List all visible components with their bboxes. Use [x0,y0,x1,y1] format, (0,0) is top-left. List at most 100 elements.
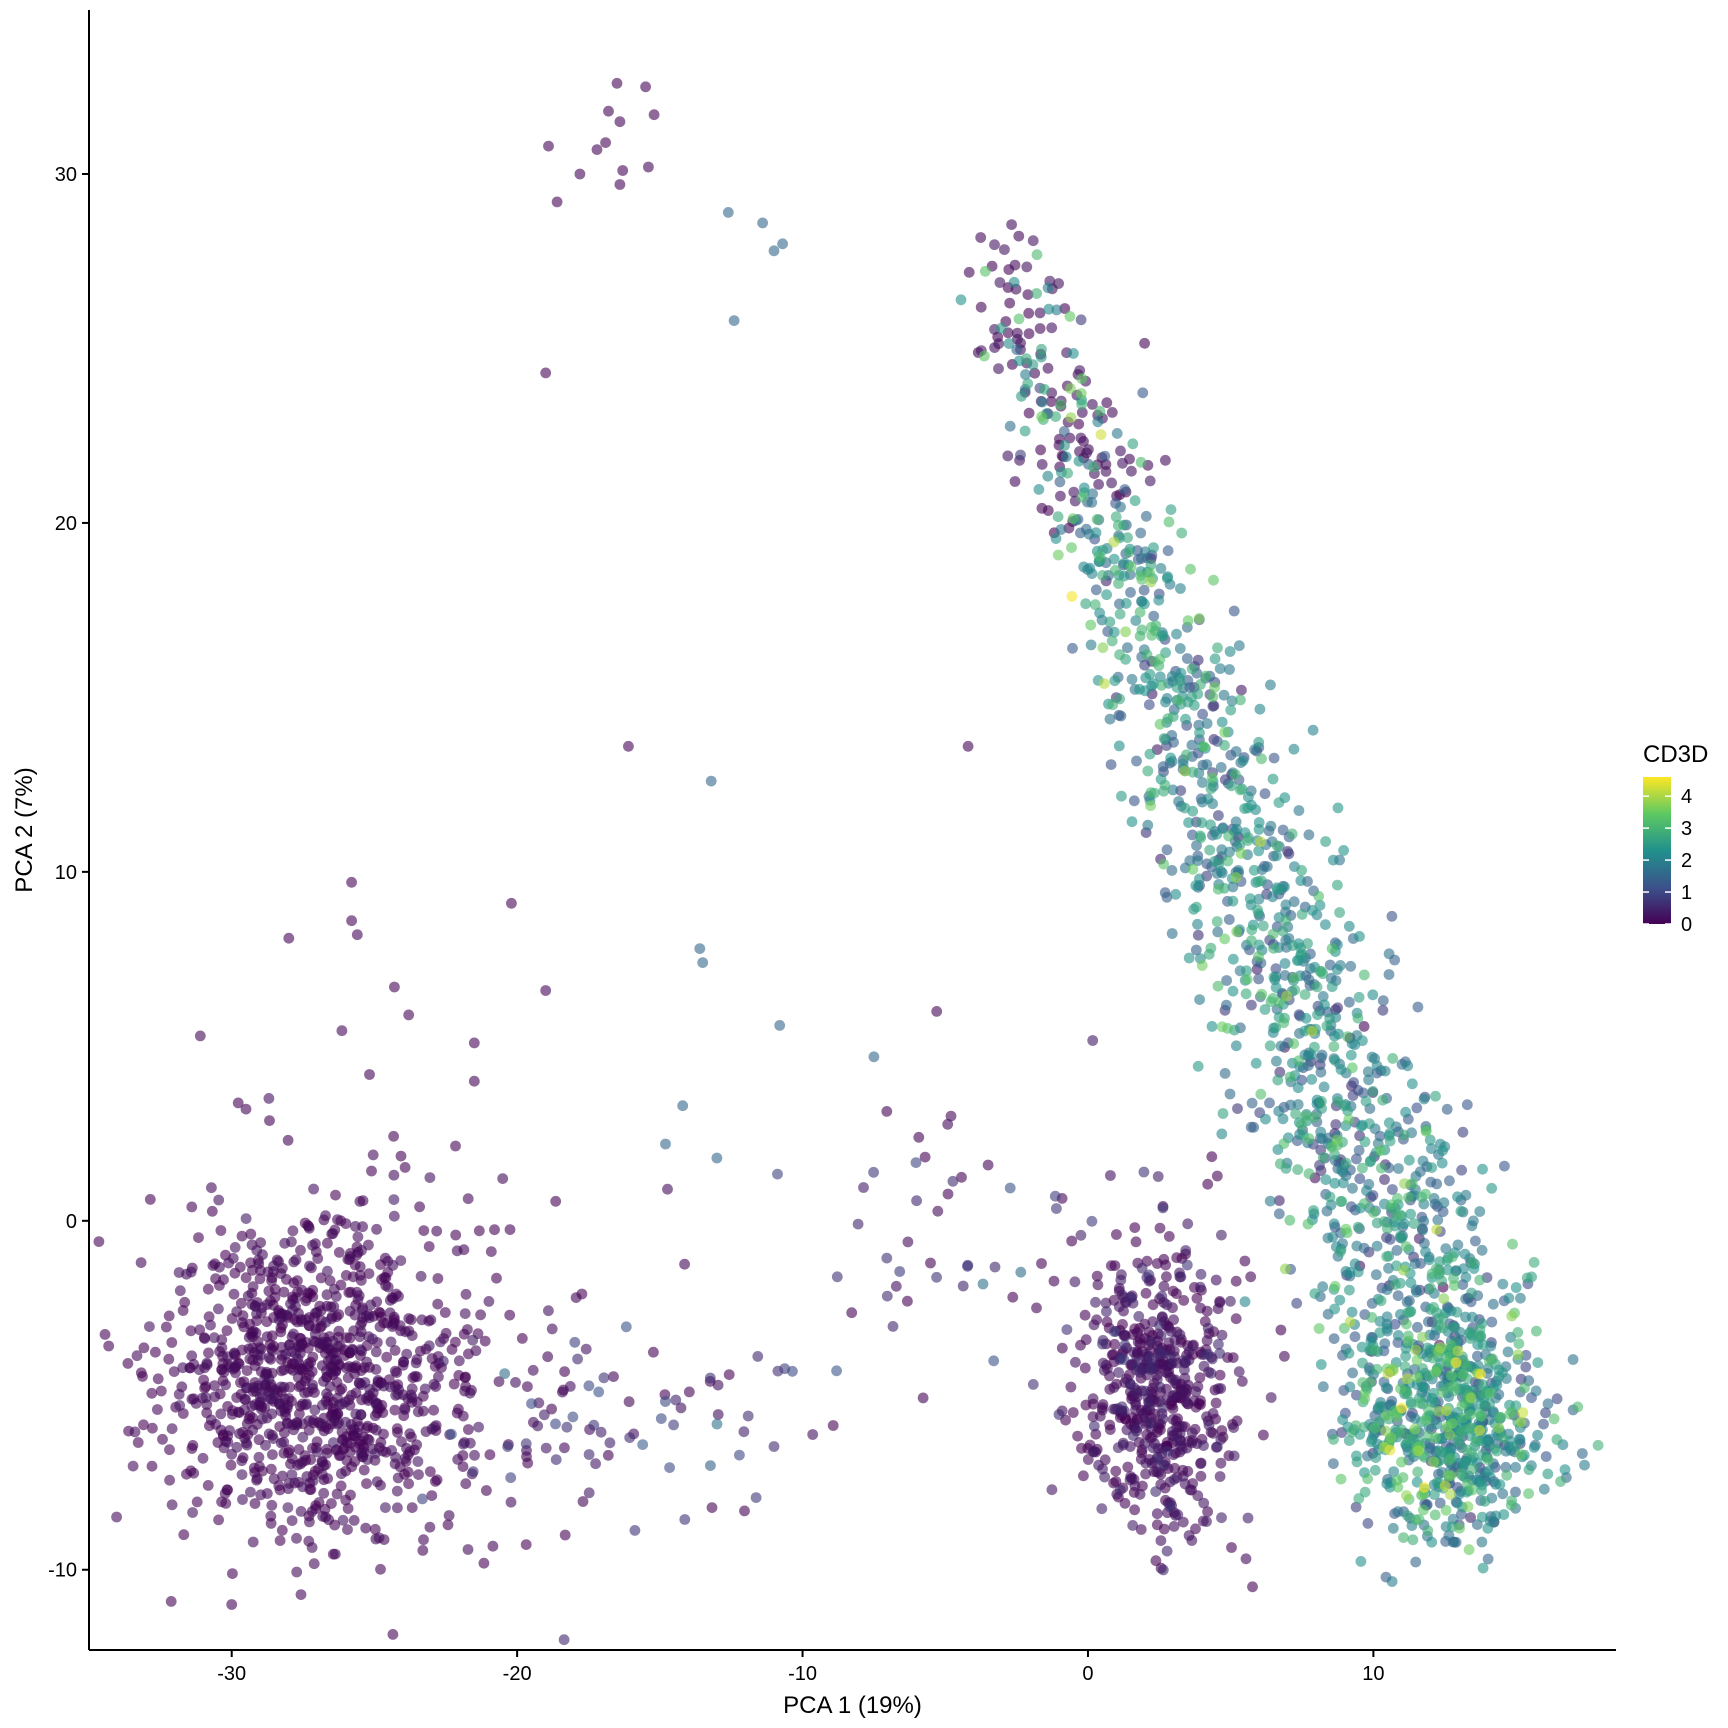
scatter-point [1076,491,1088,503]
scatter-point [894,1266,906,1277]
scatter-point [1160,454,1171,466]
scatter-point [320,1210,331,1222]
scatter-point [1446,1370,1457,1381]
scatter-point [1352,1266,1364,1278]
scatter-point [1125,587,1136,598]
scatter-point [360,1522,372,1534]
scatter-point [1477,1562,1489,1574]
scatter-point [203,1311,215,1323]
scatter-point [1265,820,1277,832]
scatter-point [303,1415,315,1427]
scatter-point [1116,1289,1128,1301]
scatter-point [1219,1068,1231,1079]
scatter-point [1093,550,1105,562]
scatter-point [1204,844,1216,856]
scatter-point [1080,598,1092,610]
scatter-point [99,1329,111,1340]
scatter-point [387,1629,399,1640]
scatter-point [1181,749,1192,761]
x-tick-label: -30 [217,1663,246,1685]
scatter-point [1401,1296,1413,1308]
scatter-point [1472,1350,1483,1362]
scatter-point [1046,1484,1058,1496]
scatter-point [329,1548,341,1560]
scatter-point [1486,1182,1498,1194]
scatter-point [437,1355,449,1367]
scatter-point [370,1346,382,1358]
scatter-point [1144,567,1156,579]
scatter-point [432,1298,444,1310]
scatter-point [1129,1504,1140,1516]
scatter-point [279,1237,291,1249]
scatter-point [1475,1410,1487,1422]
scatter-point [1075,1229,1087,1241]
scatter-point [546,1323,558,1335]
scatter-point [1519,1382,1530,1394]
scatter-point [1209,653,1221,665]
scatter-point [1019,425,1031,437]
scatter-point [1114,649,1125,661]
scatter-point [389,981,400,993]
scatter-point [1236,684,1247,696]
scatter-point [253,1451,265,1463]
scatter-point [1142,765,1154,777]
scatter-point [1402,1510,1413,1521]
scatter-point [177,1362,189,1374]
scatter-point [460,1288,472,1300]
scatter-point [1023,307,1035,319]
scatter-point [1053,278,1064,289]
scatter-point [1315,1126,1327,1138]
scatter-point [1154,1222,1166,1234]
scatter-point [1370,1452,1382,1463]
scatter-point [1365,1436,1377,1448]
scatter-point [1307,724,1319,736]
scatter-point [1112,520,1124,531]
scatter-point [1465,1422,1476,1434]
scatter-point [1438,1197,1450,1209]
scatter-point [1034,323,1046,334]
scatter-point [417,1545,429,1556]
scatter-point [1431,1224,1443,1235]
scatter-point [1142,819,1154,831]
scatter-point [1515,1416,1527,1428]
scatter-point [1055,399,1066,411]
scatter-point [1135,456,1147,468]
scatter-point [1377,1094,1389,1106]
scatter-point [295,1244,306,1256]
scatter-point [1203,1419,1215,1431]
scatter-point [742,1410,754,1422]
scatter-point [177,1305,189,1316]
scatter-point [1444,1489,1456,1500]
scatter-point [1020,353,1032,365]
scatter-point [299,1387,310,1399]
scatter-point [1155,1535,1167,1546]
scatter-point [1131,1387,1143,1399]
scatter-point [1048,1275,1060,1287]
scatter-point [392,1427,403,1438]
scatter-point [1279,1350,1290,1362]
scatter-point [1474,1206,1486,1217]
scatter-point [1435,1446,1447,1457]
scatter-point [1359,1136,1371,1148]
scatter-point [1398,1218,1410,1230]
scatter-point [1186,663,1198,675]
scatter-point [1405,1208,1416,1220]
scatter-point [1147,1299,1159,1311]
scatter-point [240,1437,252,1449]
scatter-point [1354,1173,1366,1185]
scatter-point [1398,1264,1409,1276]
scatter-point [424,1466,436,1477]
scatter-point [852,1218,864,1230]
scatter-point [1551,1434,1563,1445]
scatter-point [393,1290,404,1302]
scatter-point [1253,893,1265,905]
scatter-point [418,1534,429,1546]
scatter-point [307,1284,319,1296]
scatter-point [1206,772,1218,784]
scatter-point [1218,689,1230,701]
scatter-point [287,1304,298,1316]
scatter-point [385,1381,396,1393]
scatter-point [1256,864,1268,875]
scatter-point [302,1358,314,1370]
scatter-point [1258,1429,1269,1441]
